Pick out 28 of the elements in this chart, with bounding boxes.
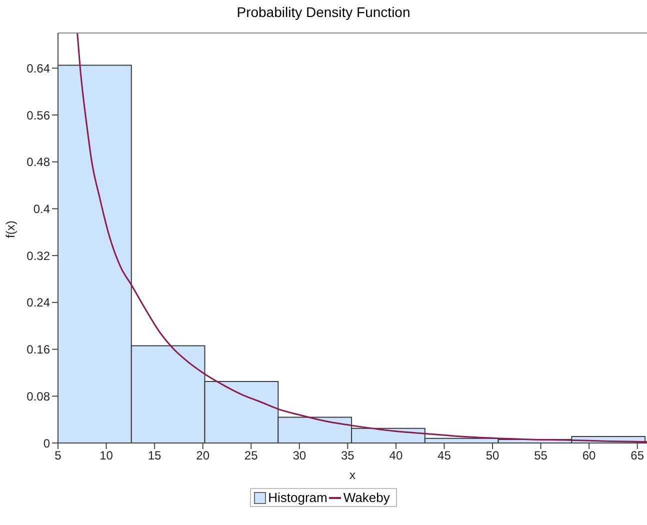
- x-tick-label: 45: [438, 448, 452, 463]
- y-tick-label: 0: [43, 436, 50, 450]
- y-axis-title: f(x): [3, 220, 18, 238]
- y-tick-label: 0.08: [26, 389, 50, 404]
- x-tick-label: 55: [534, 448, 548, 463]
- x-tick-label: 25: [244, 448, 258, 463]
- y-tick-label: 0.56: [26, 108, 50, 122]
- x-tick-label: 65: [630, 448, 644, 463]
- y-tick-label: 0.24: [26, 296, 50, 310]
- y-tick-label: 0.4: [33, 202, 50, 216]
- x-tick-label: 60: [582, 448, 596, 463]
- line-series: [76, 33, 647, 443]
- legend-label: Histogram: [268, 490, 328, 505]
- y-tick-label: 0.16: [26, 342, 50, 357]
- x-tick-label: 5: [54, 448, 62, 463]
- x-tick-label: 50: [486, 448, 500, 463]
- x-tick-label: 35: [340, 448, 355, 463]
- y-tick-label: 0.32: [26, 248, 50, 263]
- legend-label: Wakeby: [343, 490, 390, 505]
- y-tick-label: 0.48: [26, 155, 50, 170]
- y-tick-label: 0.64: [26, 61, 50, 76]
- x-tick-label: 15: [148, 448, 162, 463]
- x-tick-label: 30: [292, 448, 306, 463]
- x-axis-title: x: [350, 468, 356, 482]
- chart-title: Probability Density Function: [236, 3, 412, 22]
- x-tick-label: 40: [389, 448, 403, 463]
- x-tick-label: 20: [196, 448, 210, 463]
- x-tick-label: 10: [100, 448, 114, 463]
